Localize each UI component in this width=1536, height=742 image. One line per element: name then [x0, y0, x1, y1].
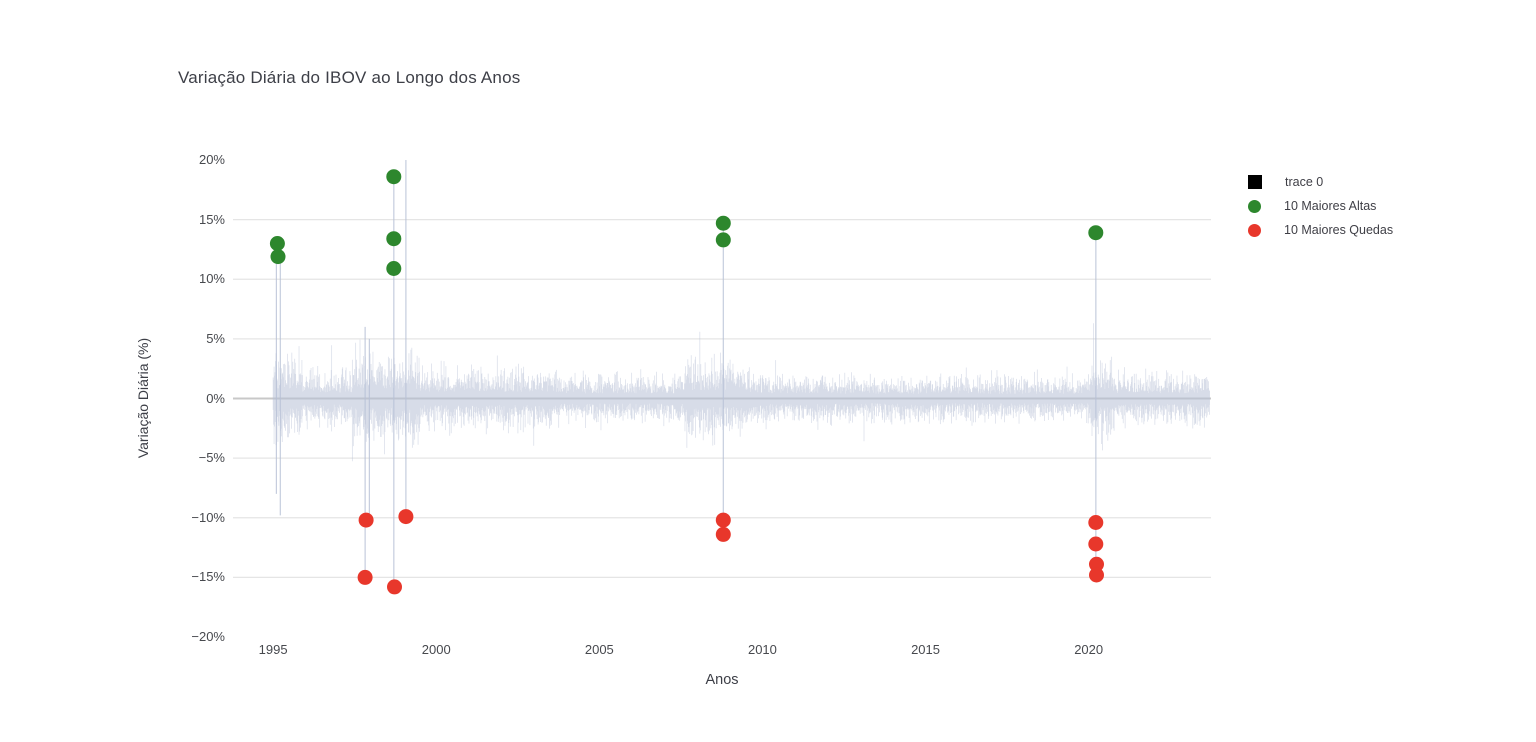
maiores-altas-points: [269, 169, 1104, 276]
legend-item-trace0[interactable]: trace 0: [1248, 175, 1393, 189]
quedas-circle-marker-icon: [1248, 223, 1261, 237]
maiores-quedas-points: [357, 509, 1104, 595]
y-tick-label: −10%: [191, 509, 225, 525]
y-axis-title: Variação Diária (%): [135, 337, 151, 459]
y-tick-label: −5%: [198, 450, 225, 466]
x-tick-label: 2020: [1074, 642, 1104, 657]
x-tick-label: 1995: [258, 642, 288, 657]
y-tick-label: 5%: [206, 330, 225, 346]
x-tick-label: 2010: [747, 642, 777, 657]
y-tick-label: −15%: [191, 569, 225, 585]
y-tick-label: 0%: [206, 390, 225, 406]
y-tick-label: 15%: [198, 211, 225, 227]
legend-label: trace 0: [1285, 175, 1324, 189]
x-tick-label: 2015: [911, 642, 940, 657]
legend-label: 10 Maiores Quedas: [1284, 223, 1394, 237]
x-axis-title: Anos: [705, 672, 739, 688]
trace0-spikes: [275, 160, 1097, 587]
legend-label: 10 Maiores Altas: [1284, 199, 1377, 213]
x-tick-label: 2000: [421, 642, 451, 657]
chart-title: Variação Diária do IBOV ao Longo dos Ano…: [178, 68, 521, 87]
y-tick-label: 20%: [198, 152, 225, 167]
y-tick-label: −20%: [191, 629, 225, 644]
altas-circle-marker-icon: [1248, 199, 1261, 213]
y-tick-label: 10%: [198, 271, 225, 287]
legend: trace 0 10 Maiores Altas 10 Maiores Qued…: [1248, 175, 1393, 237]
trace0-series: [272, 160, 1210, 587]
trace0-square-marker-icon: [1248, 175, 1262, 189]
legend-item-maiores-altas[interactable]: 10 Maiores Altas: [1248, 199, 1393, 213]
plot-area[interactable]: [233, 160, 1211, 637]
x-tick-label: 2005: [584, 642, 614, 657]
legend-item-maiores-quedas[interactable]: 10 Maiores Quedas: [1248, 223, 1393, 237]
